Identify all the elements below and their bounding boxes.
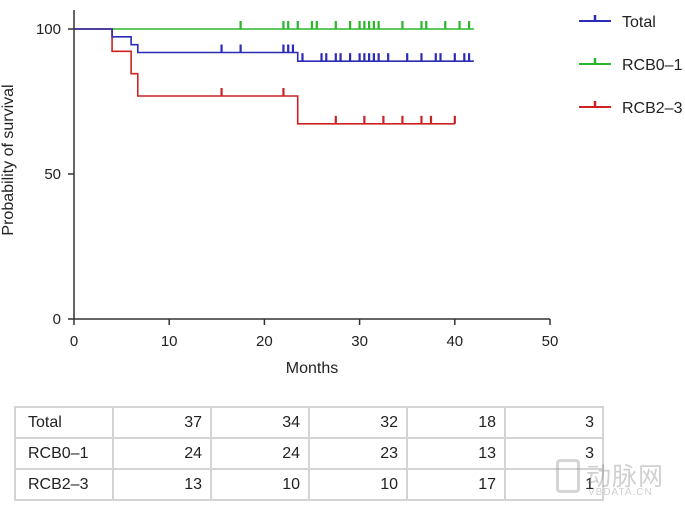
risk-table-row: RCB0–1 24 24 23 13 3 [14, 437, 604, 470]
risk-cell: 10 [210, 468, 310, 501]
km-chart: 0 10 20 30 40 50 0 50 100 Total RCB0–1 RCB2–3 Mont… [0, 10, 683, 377]
risk-cell: 17 [406, 468, 506, 501]
risk-row-label: RCB2–3 [14, 468, 114, 501]
x-tick-label: 10 [161, 333, 178, 350]
risk-cell: 23 [308, 437, 408, 470]
curves [74, 21, 474, 125]
legend-label: Total [622, 14, 656, 31]
risk-table: Total 37 34 32 18 3 RCB0–1 24 24 23 13 3 RCB2–3 13 10 1… [14, 406, 604, 501]
risk-cell: 3 [504, 437, 604, 470]
legend-item: RCB2–3 [579, 100, 683, 117]
axes [73, 10, 550, 320]
y-tick-label: 50 [44, 166, 61, 183]
risk-table-row: Total 37 34 32 18 3 [14, 406, 604, 439]
risk-cell: 10 [308, 468, 408, 501]
risk-cell: 13 [112, 468, 212, 501]
legend-label: RCB2–3 [622, 100, 683, 117]
risk-row-label: Total [14, 406, 114, 439]
series-2 [74, 28, 456, 125]
watermark: 动脉网 VBDATA.CN [556, 457, 681, 501]
x-tick-label: 20 [256, 333, 273, 350]
legend: Total RCB0–1 RCB2–3 [579, 14, 683, 117]
legend-item: Total [579, 14, 656, 31]
watermark-logo-icon [556, 459, 580, 493]
x-tick-label: 30 [351, 333, 368, 350]
risk-cell: 34 [210, 406, 310, 439]
legend-item: RCB0–1 [579, 57, 683, 74]
risk-cell: 3 [504, 406, 604, 439]
risk-cell: 24 [112, 437, 212, 470]
risk-cell: 13 [406, 437, 506, 470]
y-axis-title: Probability of survival [0, 84, 17, 235]
risk-row-label: RCB0–1 [14, 437, 114, 470]
risk-cell: 32 [308, 406, 408, 439]
x-tick-label: 0 [70, 333, 78, 350]
series-line [74, 28, 474, 62]
watermark-subtext: VBDATA.CN [588, 487, 653, 498]
risk-cell: 37 [112, 406, 212, 439]
x-tick-label: 50 [542, 333, 559, 350]
risk-cell: 1 [504, 468, 604, 501]
y-tick-label: 0 [53, 311, 61, 328]
ticks: 0 10 20 30 40 50 0 50 100 [36, 21, 558, 350]
series-line [74, 28, 455, 125]
y-tick-label: 100 [36, 21, 61, 38]
series-0 [74, 28, 474, 62]
legend-label: RCB0–1 [622, 57, 683, 74]
watermark-text: 动脉网 [586, 462, 665, 491]
x-axis-title: Months [286, 360, 338, 377]
risk-table-row: RCB2–3 13 10 10 17 1 [14, 468, 604, 501]
risk-cell: 24 [210, 437, 310, 470]
risk-cell: 18 [406, 406, 506, 439]
series-1 [74, 21, 474, 30]
x-tick-label: 40 [446, 333, 463, 350]
